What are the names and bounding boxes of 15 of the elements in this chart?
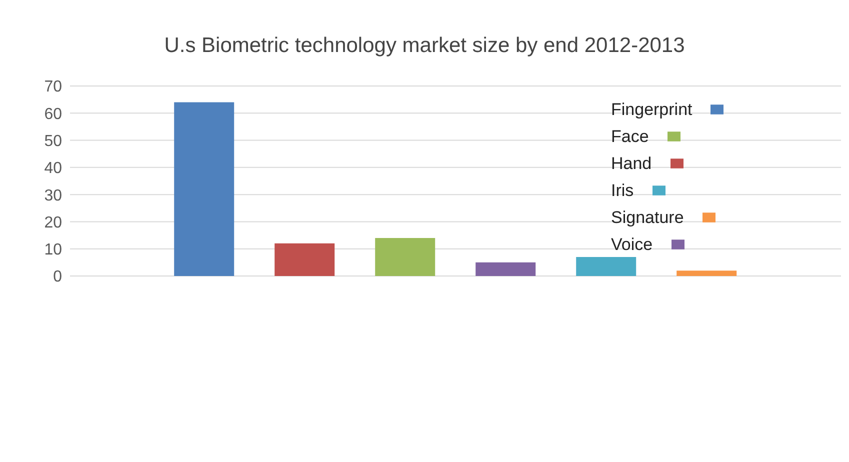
legend-label: Voice [611,234,653,254]
chart-title: U.s Biometric technology market size by end 2012-2013 [163,34,686,58]
y-tick-label: 0 [53,268,62,286]
legend-label: Signature [611,208,684,226]
y-tick-label: 40 [44,160,62,178]
y-tick-label: 30 [44,187,62,204]
y-tick-label: 60 [44,106,62,123]
legend-label: Hand [611,154,652,172]
y-tick-label: 50 [44,132,62,150]
legend-label: Face [611,126,649,146]
legend-label: Fingerprint [611,100,692,118]
y-tick-label: 10 [44,242,62,259]
y-tick-label: 20 [44,214,62,232]
legend-label: Iris [611,180,634,200]
y-tick-label: 70 [44,78,62,96]
